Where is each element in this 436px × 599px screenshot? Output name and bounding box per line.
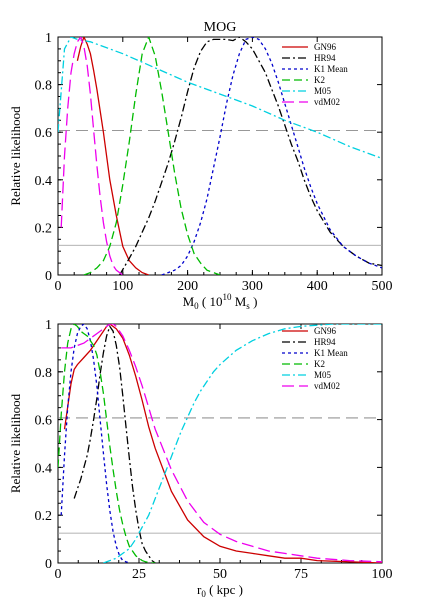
y-tick-label: 0.4 xyxy=(35,461,53,476)
chart-panel-1: 0 100 200 300 400 500 0 0.2 0.4 0.6 0.8 1 MOG Relativ… xyxy=(8,20,393,311)
x-tick-label: 100 xyxy=(372,567,393,582)
series-line-vdm02 xyxy=(60,37,124,275)
legend-label: M05 xyxy=(314,86,332,96)
x-axis-label: r0 ( kpc ) xyxy=(197,582,243,599)
series-line-vdm02 xyxy=(61,324,382,563)
y-tick-label: 0.2 xyxy=(35,221,53,236)
y-axis-label: Relative likelihood xyxy=(8,393,23,493)
legend-label: HR94 xyxy=(314,337,336,347)
x-tick-label: 200 xyxy=(177,279,198,294)
series-line-m05 xyxy=(103,324,382,563)
x-tick-label: 0 xyxy=(55,279,62,294)
chart-title: MOG xyxy=(204,20,237,35)
series-line-gn96 xyxy=(63,324,382,563)
y-tick-label: 0.6 xyxy=(35,414,53,429)
legend-label: GN96 xyxy=(314,42,336,52)
y-tick-label: 0.4 xyxy=(35,174,53,189)
x-tick-label: 100 xyxy=(112,279,133,294)
y-axis-label: Relative likelihood xyxy=(8,106,23,206)
y-tick-label: 0.8 xyxy=(35,366,53,381)
series-line-hr94 xyxy=(119,37,382,275)
x-tick-label: 0 xyxy=(55,567,62,582)
x-axis-label: M0 ( 1010 Ms ) xyxy=(183,292,258,311)
y-tick-label: 0.8 xyxy=(35,79,53,94)
series-line-m05 xyxy=(58,37,382,160)
legend-label: vdM02 xyxy=(314,381,340,391)
x-tick-label: 25 xyxy=(132,567,146,582)
legend-label: K2 xyxy=(314,359,325,369)
legend-label: GN96 xyxy=(314,326,336,336)
x-tick-label: 75 xyxy=(294,567,308,582)
y-tick-label: 0 xyxy=(45,557,52,572)
y-tick-label: 0 xyxy=(45,269,52,284)
legend-label: K1 Mean xyxy=(314,64,348,74)
legend-label: K1 Mean xyxy=(314,348,348,358)
legend-label: M05 xyxy=(314,370,332,380)
legend-label: vdM02 xyxy=(314,97,340,107)
series-line-k2 xyxy=(83,37,221,275)
x-tick-label: 500 xyxy=(372,279,393,294)
plot-frame xyxy=(57,323,383,564)
series-line-hr94 xyxy=(73,324,156,563)
x-tick-label: 400 xyxy=(307,279,328,294)
x-tick-label: 300 xyxy=(242,279,263,294)
chart-panel-2: 0 25 50 75 100 0 0.2 0.4 0.6 0.8 1 Relative likelih… xyxy=(8,318,393,599)
y-tick-label: 1 xyxy=(45,31,52,46)
y-tick-label: 0.2 xyxy=(35,509,53,524)
x-tick-label: 50 xyxy=(213,567,227,582)
series-line-gn96 xyxy=(76,37,149,275)
legend-label: HR94 xyxy=(314,53,336,63)
series-line-k1-mean xyxy=(161,37,382,275)
y-tick-label: 1 xyxy=(45,318,52,333)
legend-label: K2 xyxy=(314,75,325,85)
y-tick-label: 0.6 xyxy=(35,126,53,141)
series-line-k2 xyxy=(58,324,156,563)
